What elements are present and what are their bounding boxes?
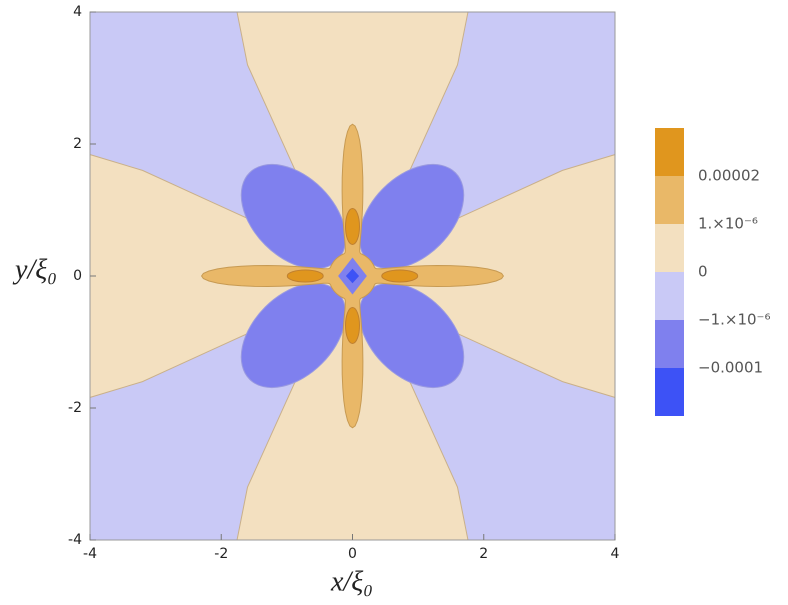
colorbar-swatch <box>655 176 684 224</box>
y-tick-label: -4 <box>68 532 82 548</box>
colorbar-label: 0.00002 <box>698 167 760 185</box>
contour-region <box>345 208 360 245</box>
x-tick-label: 2 <box>479 546 488 562</box>
colorbar-swatch <box>655 128 684 176</box>
colorbar-label: −1.×10⁻⁶ <box>698 311 770 329</box>
x-axis-label: x/ξ₀ <box>330 566 373 597</box>
contour-region <box>345 268 360 284</box>
colorbar-swatch <box>655 368 684 416</box>
y-tick-label: 0 <box>73 268 82 284</box>
x-tick-label: 4 <box>611 546 620 562</box>
y-tick-label: 2 <box>73 136 82 152</box>
contour-region <box>345 307 360 344</box>
plot-area <box>90 12 615 540</box>
colorbar-swatch <box>655 224 684 272</box>
colorbar-label: −0.0001 <box>698 359 763 377</box>
x-tick-label: -2 <box>214 546 228 562</box>
x-tick-label: -4 <box>83 546 97 562</box>
contour-region <box>286 269 324 283</box>
x-tick-label: 0 <box>348 546 357 562</box>
y-axis-label: y/ξ₀ <box>12 254 57 285</box>
y-tick-label: 4 <box>73 4 82 20</box>
colorbar-label: 1.×10⁻⁶ <box>698 215 758 233</box>
contour-region <box>381 269 419 283</box>
colorbar-label: 0 <box>698 263 708 281</box>
colorbar-swatch <box>655 272 684 320</box>
y-tick-label: -2 <box>68 400 82 416</box>
colorbar-swatch <box>655 320 684 368</box>
